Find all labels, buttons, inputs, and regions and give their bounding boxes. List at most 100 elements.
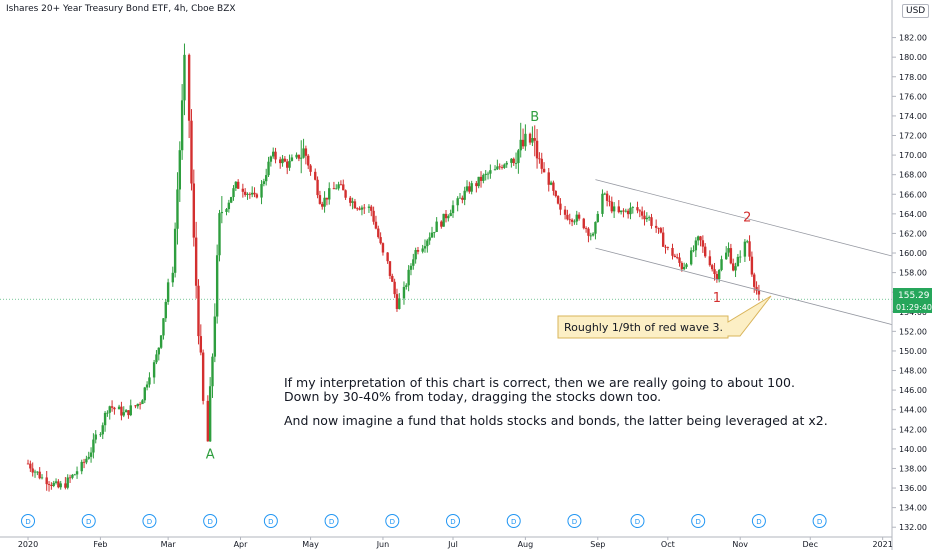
candle-body [458, 197, 462, 199]
candle-body [108, 406, 111, 413]
candle-body [143, 387, 146, 401]
time-tick-label: Jun [376, 540, 390, 549]
candle-body [675, 257, 679, 258]
candle-body [264, 175, 268, 182]
candle-body [297, 154, 301, 159]
candle-body [699, 236, 702, 241]
candle-body [351, 201, 354, 203]
candle-body [701, 240, 705, 247]
candle-body [678, 257, 681, 263]
price-axis[interactable]: 182.00 180.00 178.00 176.00 174.00 172.00 170.… [891, 0, 927, 550]
candle-body [622, 210, 625, 212]
candle-body [157, 347, 160, 355]
dividend-marker [81, 514, 96, 528]
candle-body [141, 400, 144, 405]
note-line-1: If my interpretation of this chart is co… [284, 375, 795, 390]
candle-body [267, 161, 270, 176]
candle-body [612, 206, 616, 212]
candle-body [213, 316, 217, 357]
candle-body [435, 221, 438, 232]
candle-body [750, 256, 754, 275]
candle-body [680, 262, 684, 270]
price-tick-label: 178.00 [899, 73, 927, 82]
candle-body [283, 158, 287, 162]
time-tick-label: Feb [93, 540, 107, 549]
price-tick-label: 176.00 [899, 92, 927, 101]
candle-body [734, 266, 737, 271]
currency-button[interactable]: USD [902, 4, 930, 18]
candle-body [148, 377, 151, 385]
time-tick-label: Dec [803, 540, 818, 549]
candle-body [246, 193, 249, 195]
candle-body [38, 471, 41, 479]
candle-body [138, 403, 142, 405]
candle-body [262, 181, 266, 185]
candle-body [493, 169, 497, 171]
trend-channel [595, 179, 893, 325]
candle-body [489, 170, 492, 174]
candle-body [421, 248, 424, 252]
candle-body [725, 252, 728, 260]
candle-body [94, 434, 97, 440]
candle-body [248, 193, 252, 195]
candle-body [575, 214, 578, 222]
candle-body [647, 217, 651, 219]
candle-body [514, 163, 518, 164]
candle-body [194, 237, 198, 286]
price-tick-label: 136.00 [899, 484, 927, 493]
price-tick-label: 160.00 [899, 249, 927, 258]
candle-body [475, 183, 478, 187]
candle-body [173, 228, 177, 273]
dividend-marker [506, 514, 521, 528]
price-tick-label: 164.00 [899, 210, 927, 219]
price-tick-label: 144.00 [899, 406, 927, 415]
price-tick-label: 146.00 [899, 386, 927, 395]
callout-box: Roughly 1/9th of red wave 3. [557, 295, 772, 339]
candle-body [659, 228, 663, 233]
candle-body [412, 259, 415, 266]
candle-body [113, 407, 116, 410]
dividend-marker [751, 514, 766, 528]
candle-body [59, 483, 62, 488]
candle-body [570, 219, 574, 222]
dividend-marker-label: D [268, 518, 273, 526]
candle-body [486, 173, 490, 175]
price-tick-label: 170.00 [899, 151, 927, 160]
candle-body [290, 157, 294, 161]
candle-body [381, 243, 385, 253]
candle-body [370, 206, 373, 211]
candle-body [344, 190, 347, 198]
candle-body [260, 184, 263, 198]
candle-body [360, 207, 364, 210]
price-tick-label: 132.00 [899, 523, 927, 532]
candle-body [531, 138, 534, 143]
candle-body [171, 272, 174, 283]
candle-body [650, 217, 653, 226]
candle-body [426, 240, 429, 247]
price-tick-label: 134.00 [899, 504, 927, 513]
candle-body [316, 179, 319, 196]
candle-body [318, 195, 322, 204]
candle-body [321, 203, 324, 207]
candle-body [328, 188, 331, 200]
time-tick-label: Jul [447, 540, 458, 549]
candle-body [92, 439, 95, 453]
candle-body [208, 386, 212, 442]
time-axis[interactable]: 2020 Feb Mar Apr May Jun Jul Aug Sep Oct Nov Dec 202… [0, 536, 893, 549]
candle-body [304, 148, 308, 156]
candle-body [433, 231, 436, 233]
candle-body [638, 210, 642, 212]
candle-body [279, 159, 282, 164]
candle-body [743, 241, 747, 257]
candle-body [300, 157, 303, 159]
candle-body [339, 184, 343, 186]
dividend-marker [691, 514, 706, 528]
dividend-marker [446, 514, 461, 528]
time-tick-label: Apr [234, 540, 249, 549]
callout-text: Roughly 1/9th of red wave 3. [564, 321, 723, 334]
candle-body [255, 194, 259, 198]
candle-body [129, 405, 132, 416]
candle-body [517, 150, 520, 164]
